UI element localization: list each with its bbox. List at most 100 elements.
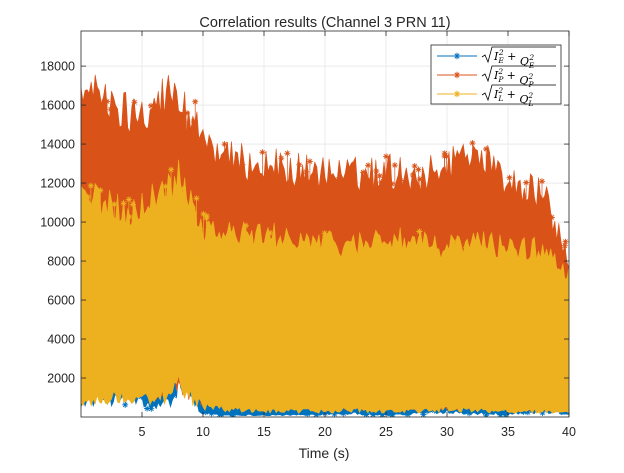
series-marker [420,411,427,417]
series-marker [439,181,446,188]
series-marker [539,178,546,185]
legend-label: IL2 + QL2 [493,86,533,108]
series-marker [191,210,198,217]
series-marker [84,193,91,200]
series-marker [376,172,383,179]
series-marker [170,392,177,399]
series-marker [125,196,132,203]
legend-marker [453,90,461,98]
series-marker [104,98,111,105]
series-marker [229,412,236,417]
series-marker [162,183,169,190]
series-marker [383,153,390,160]
y-tick-label: 8000 [47,255,75,269]
series-marker [98,104,105,111]
series-marker [331,411,338,417]
series-marker [488,189,495,196]
series-marker [562,238,569,245]
series-marker [469,140,476,147]
series-marker [227,230,234,237]
series-marker [278,176,285,183]
series-marker [381,247,388,254]
series-marker [548,214,555,221]
series-marker [443,153,450,160]
series-l [81,159,569,414]
series-marker [87,182,94,189]
series-marker [340,410,347,417]
series-marker [370,411,377,417]
series-marker [180,185,187,192]
series-marker [107,106,114,113]
series-marker [242,222,249,229]
series-marker [212,240,219,247]
series-marker [216,158,223,165]
series-marker [389,411,396,417]
series-marker [497,411,504,417]
series-marker [144,222,151,229]
x-tick-label: 35 [501,425,515,439]
x-tick-label: 5 [139,425,146,439]
series-marker [416,176,423,183]
series-marker [197,225,204,232]
y-tick-label: 4000 [47,333,75,347]
series-marker [147,102,154,109]
series-marker [247,178,254,185]
series-marker [371,186,378,193]
series-marker [246,253,253,260]
series-marker [303,168,310,175]
series-marker [379,411,386,417]
series-marker [539,409,546,416]
series-marker [388,180,395,187]
series-marker [529,212,536,219]
series-marker [424,408,431,415]
series-marker [144,405,151,412]
series-marker [397,177,404,184]
series-marker [216,411,223,417]
series-marker [111,201,118,208]
series-marker [230,177,237,184]
series-marker [450,238,457,245]
series-marker [296,161,303,168]
legend-radical [481,46,556,64]
series-marker [524,409,531,416]
series-marker [361,410,368,417]
series-marker [167,119,174,126]
data-area [81,74,569,417]
series-marker [331,176,338,183]
series-marker [321,230,328,237]
series-marker [221,141,228,148]
series-marker [97,187,104,194]
series-marker [126,213,133,220]
series-marker [239,161,246,168]
series-marker [129,201,136,208]
legend-marker [453,71,461,79]
series-marker [523,179,530,186]
series-marker [441,150,448,157]
legend-radical [481,84,556,102]
series-marker [313,411,320,417]
series-marker [166,128,173,135]
series-marker [463,244,470,251]
series-marker [435,195,442,202]
series-marker [207,228,214,235]
series-marker [95,96,102,103]
series-marker [363,411,370,417]
series-marker [520,251,527,258]
tick-labels: 5 10 15 20 25 30 35 40 2000 4000 6000 8000 10000 1200… [40,60,576,439]
series-marker [404,411,411,417]
series-marker [218,410,225,417]
series-marker [511,207,518,214]
legend-marker [453,52,461,60]
series-marker [409,171,416,178]
series-marker [327,258,334,265]
y-tick-label: 14000 [40,138,75,152]
y-tick-label: 2000 [47,372,75,386]
series-marker [561,242,568,249]
series-marker [378,179,385,186]
x-axis-label: Time (s) [299,445,350,461]
series-marker [520,408,527,415]
series-marker [439,175,446,182]
series-marker [462,162,469,169]
